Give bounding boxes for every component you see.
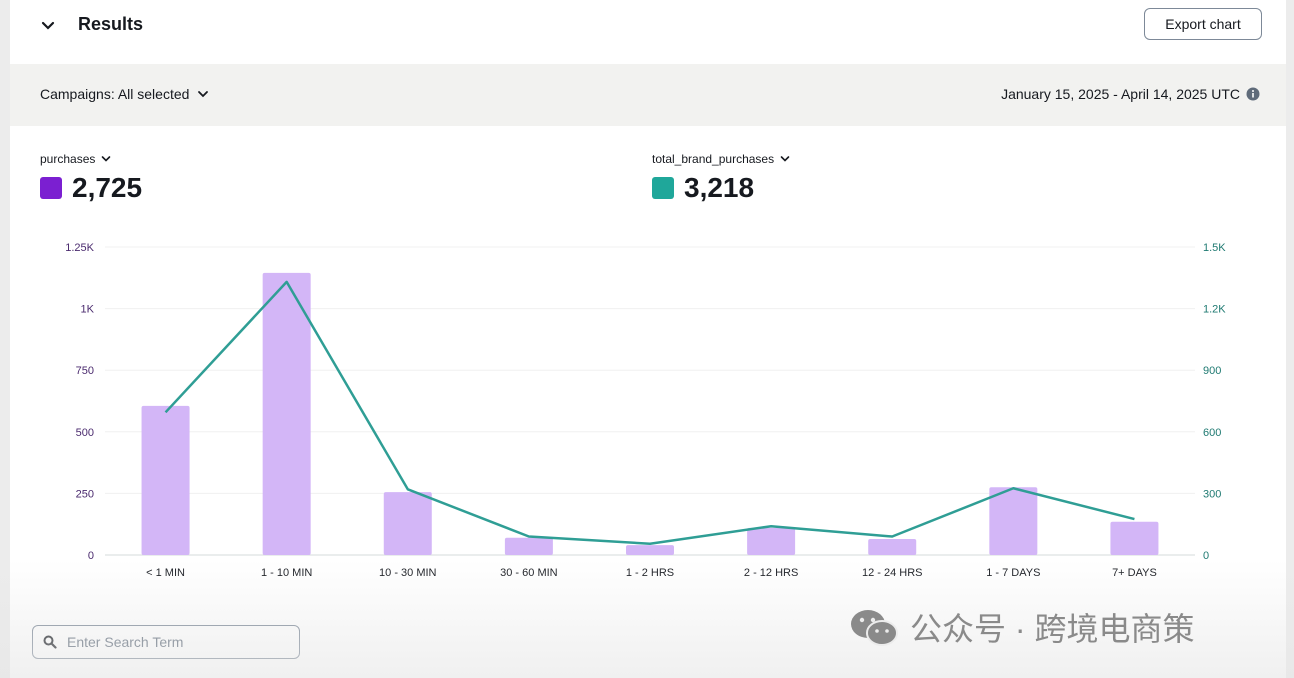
- bar: [989, 487, 1038, 555]
- chevron-down-icon: [102, 156, 111, 162]
- chevron-down-icon: [198, 91, 209, 98]
- metric-total-brand-purchases: total_brand_purchases 3,218: [652, 152, 790, 204]
- filter-bar: Campaigns: All selected January 15, 2025…: [10, 64, 1286, 126]
- date-range-text: January 15, 2025 - April 14, 2025 UTC: [1001, 86, 1240, 102]
- metric-purchases-value: 2,725: [72, 172, 143, 203]
- total-brand-purchases-color-swatch: [652, 177, 674, 199]
- results-title: Results: [78, 14, 144, 34]
- x-tick-label: 2 - 12 HRS: [744, 567, 798, 579]
- metric-purchases: purchases 2,725: [40, 152, 142, 204]
- y-right-tick-label: 300: [1203, 488, 1221, 500]
- x-tick-label: 1 - 7 DAYS: [986, 567, 1040, 579]
- y-right-tick-label: 600: [1203, 427, 1221, 439]
- bar: [868, 538, 917, 555]
- bar: [262, 272, 311, 555]
- watermark: 公众号 · 跨境电商策: [848, 604, 1194, 650]
- y-right-tick-label: 1.2K: [1203, 304, 1226, 316]
- results-header: Results Export chart: [10, 0, 1286, 64]
- x-tick-label: 30 - 60 MIN: [500, 567, 558, 579]
- bar: [504, 537, 553, 555]
- search-input[interactable]: [65, 633, 289, 651]
- y-left-tick-label: 0: [88, 550, 94, 562]
- search-icon: [43, 635, 57, 649]
- chevron-down-icon: [780, 156, 790, 162]
- chevron-down-icon[interactable]: [40, 18, 56, 34]
- metric-purchases-selector[interactable]: purchases: [40, 152, 142, 166]
- metric-total-brand-purchases-label: total_brand_purchases: [652, 152, 775, 166]
- results-panel: Results Export chart Campaigns: All sele…: [10, 0, 1286, 678]
- metric-total-brand-purchases-value: 3,218: [684, 172, 755, 203]
- search-field[interactable]: [32, 625, 300, 659]
- campaigns-label: Campaigns: All selected: [40, 86, 190, 102]
- x-tick-label: < 1 MIN: [146, 567, 185, 579]
- date-range: January 15, 2025 - April 14, 2025 UTC: [1001, 86, 1260, 102]
- export-chart-button[interactable]: Export chart: [1144, 8, 1262, 40]
- y-left-tick-label: 1.25K: [65, 242, 94, 254]
- watermark-text: 公众号 · 跨境电商策: [910, 611, 1195, 647]
- bar: [747, 527, 796, 555]
- metric-purchases-label: purchases: [40, 152, 96, 166]
- x-tick-label: 7+ DAYS: [1112, 567, 1157, 579]
- bar: [141, 405, 190, 555]
- y-right-tick-label: 0: [1203, 550, 1209, 562]
- y-right-tick-label: 1.5K: [1203, 242, 1226, 254]
- x-tick-label: 12 - 24 HRS: [862, 567, 923, 579]
- wechat-logo-icon: [851, 610, 898, 646]
- info-icon[interactable]: [1246, 87, 1260, 101]
- y-left-tick-label: 750: [76, 365, 94, 377]
- campaigns-dropdown[interactable]: Campaigns: All selected: [40, 86, 209, 102]
- x-tick-label: 1 - 2 HRS: [626, 567, 674, 579]
- bar: [626, 545, 674, 555]
- bar: [1110, 521, 1159, 555]
- y-left-tick-label: 500: [76, 427, 94, 439]
- purchases-color-swatch: [40, 177, 62, 199]
- metric-total-brand-purchases-selector[interactable]: total_brand_purchases: [652, 152, 790, 166]
- x-tick-label: 10 - 30 MIN: [379, 567, 437, 579]
- x-tick-label: 1 - 10 MIN: [261, 567, 312, 579]
- attribution-chart: 0 250 500 750 1K 1.25K 0 300 600 900 1.2K 1.5K < 1 M…: [65, 242, 1226, 579]
- y-left-tick-label: 250: [76, 488, 94, 500]
- series-line: [164, 280, 1135, 545]
- y-right-tick-label: 900: [1203, 365, 1221, 377]
- y-left-tick-label: 1K: [81, 304, 95, 316]
- bar: [383, 492, 432, 555]
